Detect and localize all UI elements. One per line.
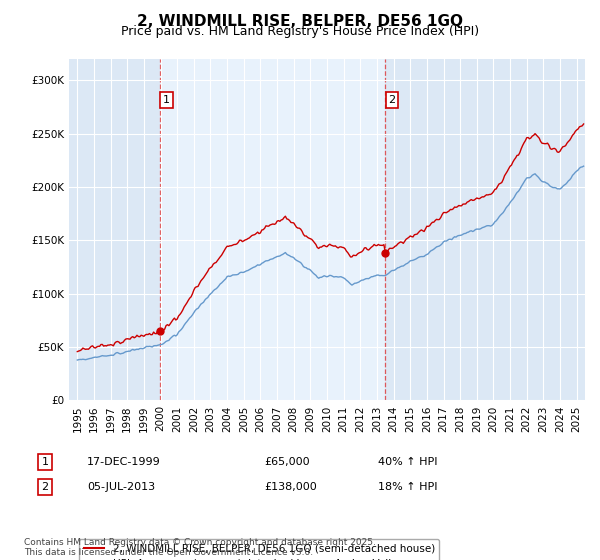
Text: 17-DEC-1999: 17-DEC-1999	[87, 457, 161, 467]
Text: 2: 2	[388, 95, 395, 105]
Text: Price paid vs. HM Land Registry's House Price Index (HPI): Price paid vs. HM Land Registry's House …	[121, 25, 479, 38]
Text: 2: 2	[41, 482, 49, 492]
Text: Contains HM Land Registry data © Crown copyright and database right 2025.
This d: Contains HM Land Registry data © Crown c…	[24, 538, 376, 557]
Text: £138,000: £138,000	[264, 482, 317, 492]
Text: 2, WINDMILL RISE, BELPER, DE56 1GQ: 2, WINDMILL RISE, BELPER, DE56 1GQ	[137, 14, 463, 29]
Text: 1: 1	[163, 95, 170, 105]
Text: 40% ↑ HPI: 40% ↑ HPI	[378, 457, 437, 467]
Text: £65,000: £65,000	[264, 457, 310, 467]
Legend: 2, WINDMILL RISE, BELPER, DE56 1GQ (semi-detached house), HPI: Average price, se: 2, WINDMILL RISE, BELPER, DE56 1GQ (semi…	[79, 539, 439, 560]
Bar	[160, 59, 385, 400]
Text: 05-JUL-2013: 05-JUL-2013	[87, 482, 155, 492]
Text: 1: 1	[41, 457, 49, 467]
Text: 18% ↑ HPI: 18% ↑ HPI	[378, 482, 437, 492]
